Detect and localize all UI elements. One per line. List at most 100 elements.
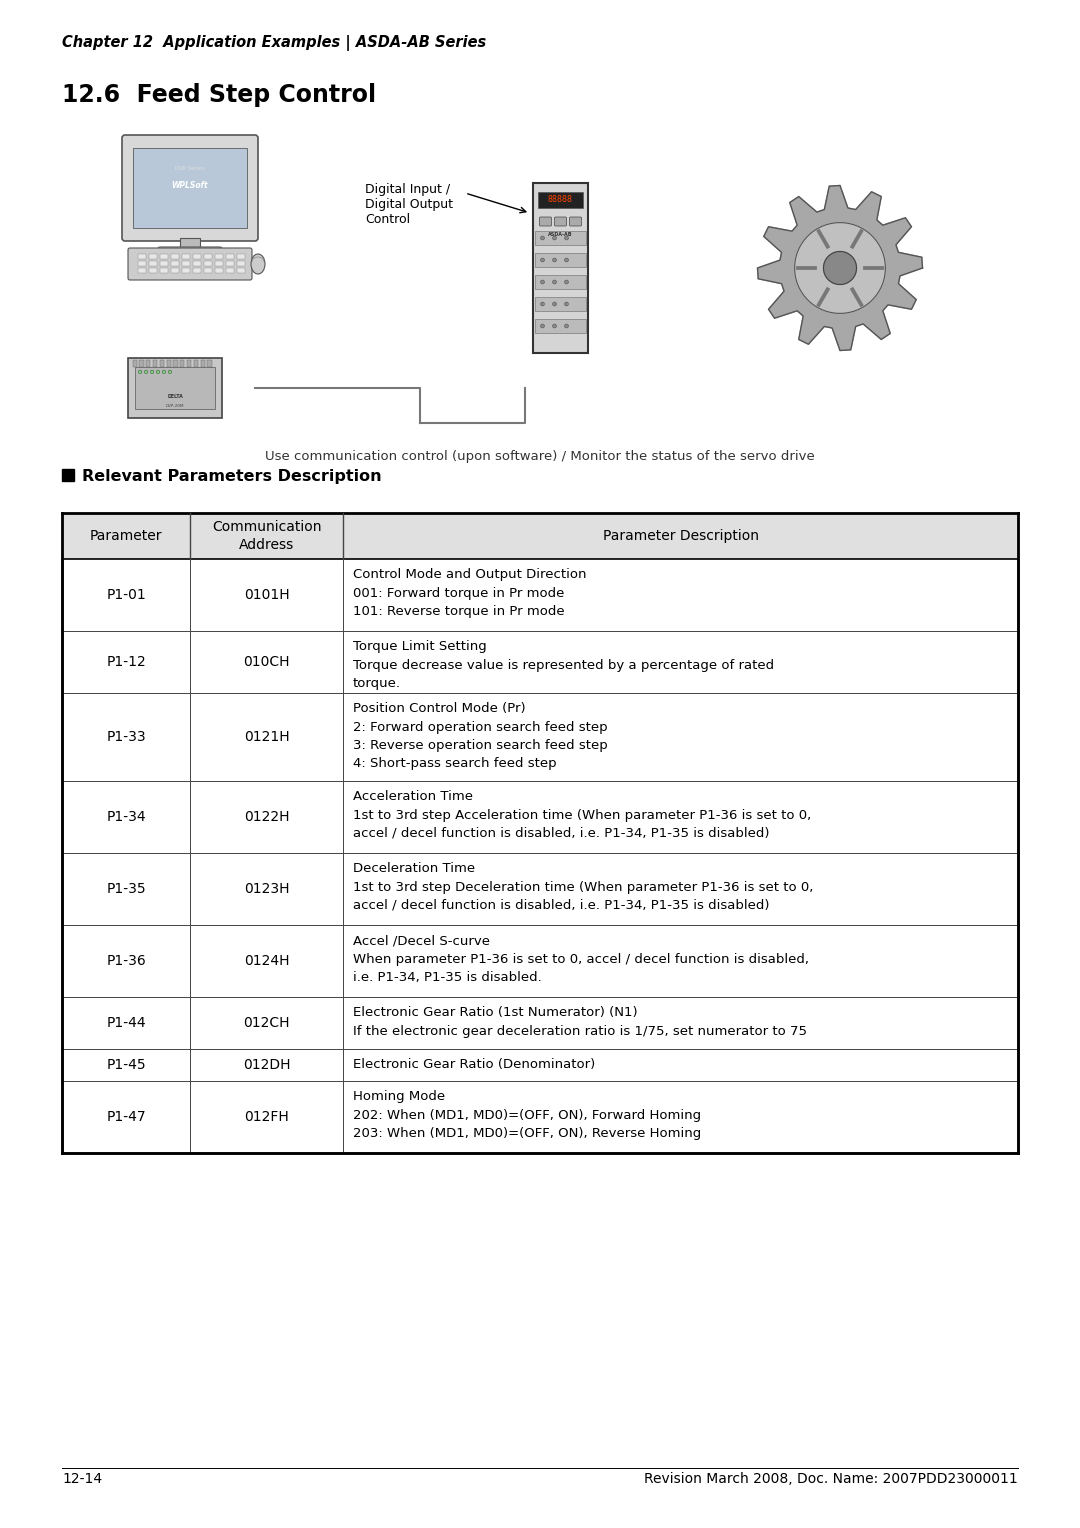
Text: P1-47: P1-47 [106,1109,146,1125]
Bar [201,361,205,367]
Text: 12-14: 12-14 [62,1471,103,1487]
Text: 012CH: 012CH [243,1016,289,1030]
Text: Use communication control (upon software) / Monitor the status of the servo driv: Use communication control (upon software… [265,451,815,463]
Bar [171,267,179,274]
FancyBboxPatch shape [540,217,552,226]
Bar [538,193,582,208]
Text: Revision March 2008, Doc. Name: 2007PDD23000011: Revision March 2008, Doc. Name: 2007PDD2… [645,1471,1018,1487]
Bar [180,361,185,367]
Text: DVP Series: DVP Series [175,165,205,171]
Text: P1-34: P1-34 [106,810,146,824]
Bar [204,254,212,260]
Bar [62,513,1018,559]
Bar [138,267,146,274]
Bar [160,267,168,274]
Text: Digital Input /
Digital Output
Control: Digital Input / Digital Output Control [365,183,453,226]
Bar [183,267,190,274]
Circle shape [565,258,568,261]
Ellipse shape [251,254,265,274]
Circle shape [553,303,556,306]
Bar [180,238,200,251]
Bar [149,261,157,266]
Text: 0123H: 0123H [244,882,289,895]
Circle shape [553,324,556,329]
Bar [135,367,215,410]
Circle shape [553,280,556,284]
Text: P1-45: P1-45 [106,1057,146,1073]
Bar [149,254,157,260]
Text: 203: When (MD1, MD0)=(OFF, ON), Reverse Homing: 203: When (MD1, MD0)=(OFF, ON), Reverse … [353,1128,701,1140]
Circle shape [565,324,568,329]
Text: 12.6  Feed Step Control: 12.6 Feed Step Control [62,83,376,107]
Bar [160,254,168,260]
Text: Acceleration Time: Acceleration Time [353,790,473,804]
Bar [237,267,245,274]
Circle shape [565,303,568,306]
Text: 3: Reverse operation search feed step: 3: Reverse operation search feed step [353,740,608,752]
Bar [226,254,234,260]
Bar [215,254,222,260]
Circle shape [162,370,165,373]
Circle shape [540,324,544,329]
Text: Relevant Parameters Description: Relevant Parameters Description [82,469,381,484]
Text: 012FH: 012FH [244,1109,289,1125]
Bar [204,261,212,266]
Text: P1-33: P1-33 [106,730,146,744]
Bar [160,361,164,367]
Bar [535,231,585,244]
Bar [173,361,177,367]
Polygon shape [795,223,886,313]
Bar [183,254,190,260]
Bar [237,254,245,260]
Text: 4: Short-pass search feed step: 4: Short-pass search feed step [353,758,556,770]
Bar [139,361,144,367]
Text: 1st to 3rd step Deceleration time (When parameter P1-36 is set to 0,: 1st to 3rd step Deceleration time (When … [353,880,813,894]
Bar [215,261,222,266]
Text: Homing Mode: Homing Mode [353,1089,445,1103]
Bar [193,261,201,266]
Circle shape [145,370,148,373]
Bar [146,361,150,367]
Text: Chapter 12  Application Examples | ASDA-AB Series: Chapter 12 Application Examples | ASDA-A… [62,35,486,50]
Circle shape [168,370,172,373]
Bar [204,267,212,274]
Bar [226,267,234,274]
Circle shape [565,280,568,284]
Text: When parameter P1-36 is set to 0, accel / decel function is disabled,: When parameter P1-36 is set to 0, accel … [353,952,809,966]
Bar [215,267,222,274]
Text: Parameter Description: Parameter Description [603,529,758,542]
Text: accel / decel function is disabled, i.e. P1-34, P1-35 is disabled): accel / decel function is disabled, i.e.… [353,898,770,912]
Circle shape [540,235,544,240]
Bar [183,261,190,266]
Text: Torque decrease value is represented by a percentage of rated: Torque decrease value is represented by … [353,659,774,671]
FancyBboxPatch shape [129,248,252,280]
Bar [193,361,198,367]
FancyBboxPatch shape [122,134,258,241]
Bar [207,361,212,367]
Circle shape [138,370,141,373]
Text: 0122H: 0122H [244,810,289,824]
FancyBboxPatch shape [569,217,581,226]
Text: P1-01: P1-01 [106,588,146,602]
Text: DELTA: DELTA [167,394,183,399]
FancyBboxPatch shape [133,148,247,228]
Text: 88888: 88888 [548,196,572,205]
Text: Communication
Address: Communication Address [212,521,322,552]
FancyBboxPatch shape [158,248,222,258]
Circle shape [540,280,544,284]
Circle shape [565,235,568,240]
Bar [138,254,146,260]
Text: 0101H: 0101H [244,588,289,602]
Text: 010CH: 010CH [243,656,289,669]
Text: 0124H: 0124H [244,953,289,969]
Bar [171,254,179,260]
Bar [535,296,585,312]
Text: P1-35: P1-35 [106,882,146,895]
Circle shape [157,370,160,373]
Text: ASDA-AB: ASDA-AB [548,232,572,237]
Polygon shape [824,252,856,284]
Bar [133,361,137,367]
Text: torque.: torque. [353,677,401,691]
Text: P1-36: P1-36 [106,953,146,969]
Text: 2: Forward operation search feed step: 2: Forward operation search feed step [353,721,608,733]
